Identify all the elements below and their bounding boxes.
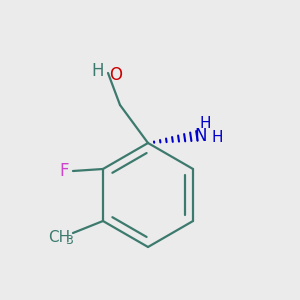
Text: N: N	[195, 127, 207, 145]
Text: O: O	[110, 66, 122, 84]
Text: F: F	[59, 162, 69, 180]
Text: H: H	[199, 116, 211, 131]
Text: 3: 3	[65, 233, 73, 247]
Text: H: H	[92, 62, 104, 80]
Text: CH: CH	[48, 230, 70, 244]
Text: H: H	[211, 130, 223, 146]
